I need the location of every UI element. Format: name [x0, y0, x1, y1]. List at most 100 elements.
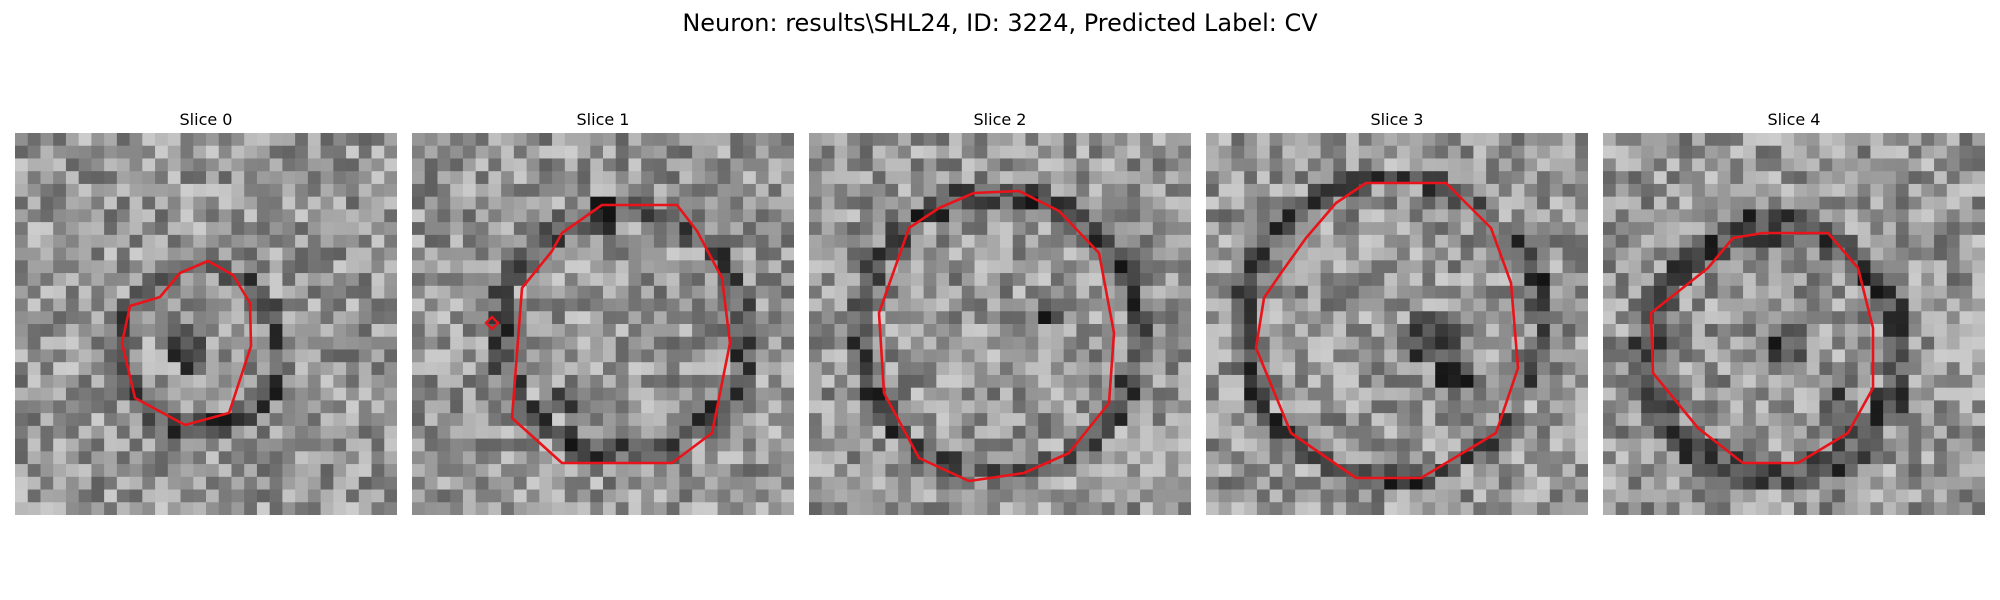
image-pixel [1486, 247, 1500, 261]
image-pixel [1832, 298, 1846, 312]
image-pixel [1409, 183, 1424, 198]
image-pixel [1537, 489, 1551, 503]
image-pixel [1000, 400, 1014, 414]
image-pixel [730, 298, 744, 312]
image-pixel [1447, 476, 1462, 491]
image-pixel [333, 133, 347, 147]
image-pixel [1295, 285, 1309, 300]
image-pixel [755, 400, 770, 414]
image-pixel [615, 489, 630, 503]
image-pixel [1653, 311, 1668, 325]
image-pixel [1256, 133, 1271, 147]
image-pixel [1178, 133, 1191, 147]
image-pixel [1282, 298, 1296, 312]
image-pixel [320, 158, 334, 172]
image-pixel [564, 298, 579, 312]
image-pixel [1946, 273, 1961, 287]
image-pixel [1152, 209, 1167, 223]
image-pixel [1755, 133, 1770, 147]
image-pixel [412, 298, 426, 312]
image-pixel [1218, 260, 1233, 274]
image-pixel [1781, 413, 1795, 427]
image-pixel [1921, 183, 1935, 198]
image-pixel [552, 476, 566, 491]
image-pixel [295, 171, 309, 185]
image-pixel [885, 387, 899, 401]
image-pixel [269, 158, 283, 172]
image-pixel [15, 387, 29, 401]
image-pixel [180, 451, 194, 465]
image-pixel [1231, 400, 1245, 414]
image-pixel [1140, 234, 1154, 249]
image-pixel [1794, 260, 1808, 274]
image-pixel [755, 349, 770, 363]
image-pixel [450, 502, 464, 515]
image-pixel [269, 502, 283, 515]
image-pixel [1857, 234, 1871, 249]
image-pixel [1282, 133, 1296, 147]
image-pixel [949, 324, 963, 338]
image-pixel [1755, 145, 1770, 160]
image-pixel [653, 183, 668, 198]
image-pixel [898, 324, 912, 338]
image-pixel [1768, 133, 1782, 147]
image-pixel [1269, 234, 1283, 249]
image-pixel [577, 349, 591, 363]
image-pixel [180, 400, 194, 414]
image-pixel [1743, 400, 1757, 414]
image-pixel [1921, 400, 1935, 414]
image-pixel [1076, 324, 1090, 338]
image-pixel [450, 489, 464, 503]
image-pixel [834, 362, 848, 376]
image-pixel [475, 464, 489, 478]
image-pixel [1050, 362, 1065, 376]
image-pixel [269, 374, 283, 389]
image-pixel [1127, 273, 1141, 287]
image-pixel [1244, 298, 1258, 312]
image-pixel [450, 298, 464, 312]
image-pixel [1371, 374, 1385, 389]
image-pixel [1269, 158, 1283, 172]
image-pixel [91, 311, 105, 325]
image-pixel [333, 464, 347, 478]
image-pixel [885, 336, 899, 351]
image-pixel [1921, 171, 1935, 185]
image-pixel [1857, 145, 1871, 160]
image-pixel [859, 171, 874, 185]
image-pixel [1832, 374, 1846, 389]
image-pixel [809, 464, 823, 478]
image-pixel [384, 362, 397, 376]
image-pixel [653, 247, 668, 261]
image-pixel [1549, 247, 1564, 261]
image-pixel [1730, 260, 1744, 274]
image-pixel [1089, 464, 1103, 478]
image-pixel [809, 209, 823, 223]
image-pixel [1178, 196, 1191, 210]
image-pixel [1819, 451, 1833, 465]
image-pixel [1603, 425, 1617, 440]
image-pixel [526, 209, 540, 223]
image-pixel [1025, 247, 1039, 261]
image-pixel [1152, 158, 1167, 172]
image-pixel [218, 336, 233, 351]
image-pixel [167, 133, 182, 147]
image-pixel [295, 438, 309, 452]
image-pixel [167, 209, 182, 223]
image-pixel [1231, 273, 1245, 287]
image-pixel [384, 324, 397, 338]
image-pixel [577, 413, 591, 427]
image-pixel [462, 209, 477, 223]
image-pixel [603, 349, 617, 363]
image-pixel [1000, 196, 1014, 210]
image-pixel [615, 425, 630, 440]
image-pixel [1794, 247, 1808, 261]
image-pixel [1050, 285, 1065, 300]
image-pixel [116, 285, 131, 300]
image-pixel [1511, 451, 1525, 465]
image-pixel [462, 400, 477, 414]
image-pixel [1946, 349, 1961, 363]
image-pixel [1206, 234, 1220, 249]
image-pixel [1819, 311, 1833, 325]
image-pixel [1422, 362, 1436, 376]
image-pixel [1895, 158, 1910, 172]
